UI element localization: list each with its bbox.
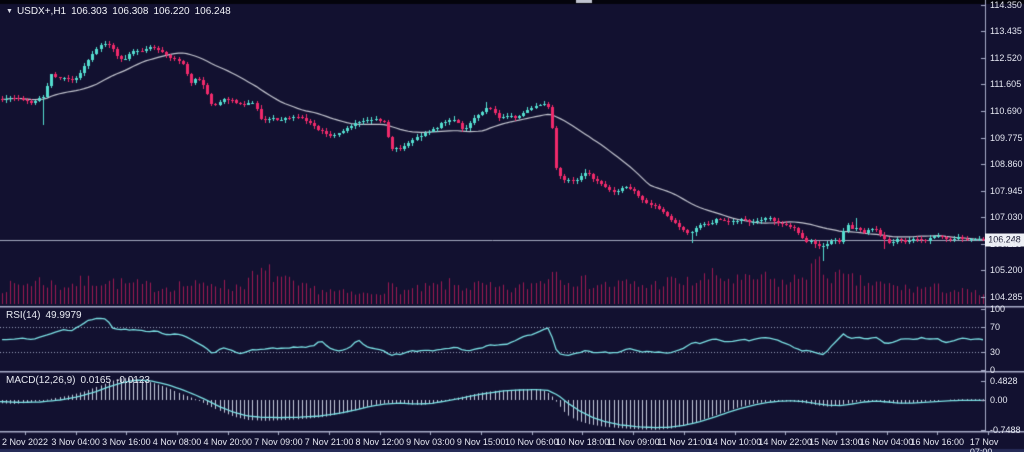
rsi-tick-label: 100 [990,304,1006,314]
time-tick-label: 8 Nov 12:00 [355,437,405,447]
time-tick-label: 14 Nov 10:00 [707,437,762,447]
time-tick-label: 17 Nov 07:00 [969,437,999,452]
time-tick-label: 7 Nov 21:00 [304,437,354,447]
time-tick-label: 9 Nov 03:00 [406,437,455,447]
time-tick-label: 15 Nov 13:00 [809,437,863,447]
rsi-tick-label: 70 [990,322,1001,332]
rsi-tick-label: 0 [990,365,996,375]
time-tick-label: 7 Nov 09:00 [254,437,303,447]
current-price-marker: 106.248 [985,233,1024,247]
time-tick-label: 4 Nov 20:00 [203,437,252,447]
price-tick-label: 110.690 [990,106,1022,116]
price-tick-label: 106.115 [990,238,1022,249]
time-tick-label: 16 Nov 04:00 [859,437,914,447]
rsi-tick-label: 30 [990,347,1001,357]
time-tick-label: 11 Nov 21:00 [657,437,711,447]
symbol-collapse-icon[interactable]: ▼ [6,8,13,15]
macd-tick-label: 0.4828 [990,375,1018,386]
price-tick-label: 105.200 [990,265,1023,276]
time-tick-label: 9 Nov 15:00 [456,437,506,447]
time-tick-label: 14 Nov 22:00 [758,437,812,447]
price-tick-label: 113.435 [990,26,1022,37]
macd-tick-label: 0.00 [990,395,1008,405]
time-tick-label: 2 Nov 2022 [1,437,49,447]
price-tick-label: 104.285 [990,291,1023,302]
time-tick-label: 10 Nov 06:00 [505,437,559,447]
price-tick-label: 112.520 [990,52,1022,63]
price-tick-label: 107.945 [990,185,1023,196]
price-tick-label: 109.775 [990,132,1023,143]
time-tick-label: 11 Nov 09:00 [606,437,660,447]
time-tick-label: 3 Nov 16:00 [102,437,151,447]
time-tick-label: 16 Nov 16:00 [910,437,965,447]
time-tick-label: 3 Nov 04:00 [51,437,100,447]
macd-tick-label: -0.7488 [990,424,1021,435]
price-tick-label: 114.350 [990,0,1022,10]
price-tick-label: 111.605 [990,79,1022,90]
price-tick-label: 108.860 [990,159,1023,170]
price-tick-label: 107.030 [990,212,1023,223]
time-tick-label: 10 Nov 18:00 [555,437,610,447]
time-tick-label: 4 Nov 08:00 [152,437,202,447]
